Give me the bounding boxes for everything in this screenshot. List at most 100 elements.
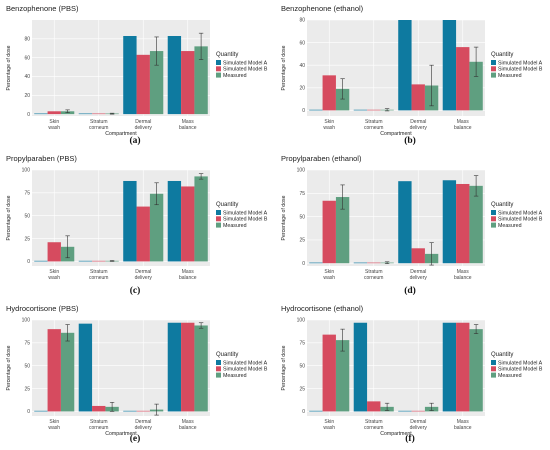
bar (322, 334, 336, 412)
x-tick-label: balance (454, 425, 472, 431)
chart-hydrocortisone-ethanol: Hydrocortisone (ethanol) 0 25 50 75 100 Skinwa… (281, 304, 543, 437)
x-tick-label: Skin (324, 269, 334, 275)
legend-item: Measured (498, 373, 522, 379)
panel-label-f: (f) (405, 434, 415, 444)
legend-swatch (216, 372, 221, 378)
legend-item: Simulated Model B (498, 217, 543, 223)
x-tick-label: corneum (364, 425, 383, 431)
legend-item: Measured (498, 73, 522, 79)
bar (92, 113, 106, 115)
y-tick-label: 50 (299, 214, 305, 220)
bar (469, 61, 483, 111)
panel-label-b: (b) (404, 136, 416, 146)
bar (92, 405, 106, 412)
bar (469, 329, 483, 412)
legend-item: Simulated Model A (498, 60, 543, 66)
y-tick-label: 0 (27, 259, 30, 265)
bar (167, 36, 182, 115)
bar (456, 183, 470, 264)
x-tick-label: wash (48, 425, 60, 431)
legend-item: Measured (223, 223, 247, 229)
y-tick-label: 0 (302, 261, 305, 267)
bar (47, 111, 61, 115)
bar (34, 410, 48, 412)
y-tick-label: 0 (302, 108, 305, 114)
chart-propylparaben-ethanol: Propylparaben (ethanol) 0 25 50 75 100 Skinwas… (281, 154, 543, 281)
legend-title: Quantity (491, 352, 513, 358)
bar (181, 51, 195, 115)
bar (47, 242, 61, 262)
legend-swatch (491, 60, 496, 65)
chart-title: Benzophenone (ethanol) (281, 4, 364, 13)
y-tick-label: 40 (24, 74, 30, 80)
legend-title: Quantity (491, 52, 513, 58)
x-tick-label: corneum (89, 425, 108, 431)
legend-item: Simulated Model A (223, 60, 268, 66)
bar (167, 180, 182, 262)
x-tick-label: wash (48, 125, 60, 131)
bar (322, 75, 336, 111)
bar (367, 401, 381, 412)
x-tick-label: Skin (49, 269, 59, 275)
bar (353, 322, 368, 412)
y-tick-label: 100 (22, 318, 31, 324)
bar (335, 340, 350, 412)
legend-swatch (491, 360, 496, 365)
x-tick-label: Stratum (90, 269, 108, 275)
legend-item: Simulated Model B (498, 67, 543, 73)
bar (442, 20, 457, 111)
y-axis-label: Percentage of dose (6, 345, 12, 390)
bar (136, 206, 150, 262)
x-tick-label: delivery (410, 275, 428, 281)
legend-title: Quantity (491, 202, 513, 208)
bar (123, 410, 137, 412)
legend-swatch (491, 210, 496, 215)
panel-label-c: (c) (129, 286, 141, 296)
legend-swatch (216, 360, 221, 365)
x-axis-label: Compartment (380, 131, 412, 137)
bar (335, 88, 350, 111)
bar (442, 180, 457, 264)
legend-item: Simulated Model B (223, 67, 268, 73)
x-tick-label: corneum (364, 275, 383, 281)
x-tick-label: balance (454, 125, 472, 131)
y-tick-label: 50 (299, 363, 305, 369)
legend-item: Simulated Model B (223, 217, 268, 223)
bar (456, 47, 470, 111)
y-axis-label: Percentage of dose (281, 195, 287, 240)
x-tick-label: wash (323, 125, 335, 131)
y-tick-label: 75 (24, 341, 30, 347)
y-tick-label: 80 (24, 37, 30, 43)
legend-swatch (216, 216, 221, 222)
chart-title: Hydrocortisone (ethanol) (281, 304, 364, 313)
y-tick-label: 100 (297, 168, 306, 174)
bar (411, 248, 425, 264)
x-tick-label: Mass (182, 419, 194, 425)
bar (123, 36, 137, 115)
x-axis-label: Compartment (380, 431, 412, 437)
y-tick-label: 25 (299, 386, 305, 392)
bar (398, 20, 412, 111)
bar (181, 322, 195, 412)
bar (34, 260, 48, 262)
legend-item: Measured (223, 73, 247, 79)
x-tick-label: Dermal (410, 119, 426, 125)
bar (194, 46, 208, 115)
x-axis-label: Compartment (105, 131, 137, 137)
legend-swatch (216, 366, 221, 372)
x-tick-label: Skin (324, 419, 334, 425)
legend-swatch (216, 72, 221, 78)
legend-swatch (491, 222, 496, 228)
x-tick-label: Skin (49, 419, 59, 425)
y-tick-label: 25 (24, 236, 30, 242)
legend-swatch (216, 66, 221, 72)
x-tick-label: delivery (135, 425, 153, 431)
x-tick-label: balance (179, 125, 197, 131)
legend-item: Measured (498, 223, 522, 229)
bar (353, 109, 368, 111)
y-tick-label: 50 (24, 213, 30, 219)
x-tick-label: Mass (457, 119, 469, 125)
x-tick-label: wash (48, 275, 60, 281)
